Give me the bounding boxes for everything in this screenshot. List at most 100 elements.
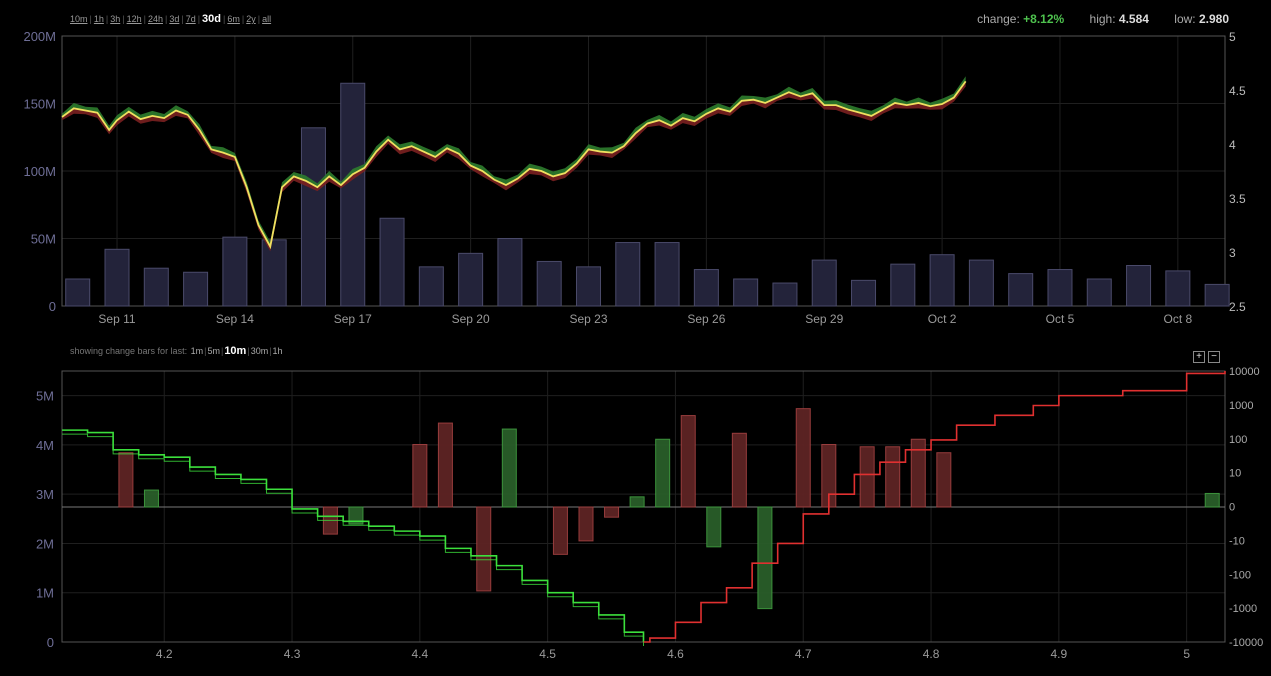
range-option-7d[interactable]: 7d	[185, 14, 196, 24]
change-tick-label: -10	[1229, 535, 1245, 547]
change-window-5m[interactable]: 5m	[207, 346, 220, 356]
change-bar	[629, 496, 645, 508]
change-bar	[118, 452, 134, 508]
volume-bar	[300, 127, 326, 307]
range-option-1h[interactable]: 1h	[93, 14, 104, 24]
change-bar	[437, 422, 453, 508]
change-bar	[476, 506, 492, 592]
date-tick-label: Sep 23	[569, 312, 607, 326]
volume-tick-label: 200M	[23, 29, 56, 44]
change-bar	[501, 428, 517, 508]
range-separator: |	[143, 14, 146, 24]
volume-bar	[143, 267, 169, 307]
range-separator: |	[89, 14, 92, 24]
change-bar	[604, 506, 620, 518]
date-tick-label: Sep 17	[334, 312, 372, 326]
range-separator: |	[122, 14, 125, 24]
depth-tick-label: 0	[47, 635, 54, 650]
change-window-1h[interactable]: 1h	[272, 346, 283, 356]
change-window-30m[interactable]: 30m	[250, 346, 269, 356]
volume-bar	[1126, 265, 1152, 307]
volume-bar	[654, 242, 680, 307]
zoom-in-button[interactable]: +	[1193, 351, 1205, 363]
volume-tick-label: 100M	[23, 164, 56, 179]
change-bar	[936, 452, 952, 508]
volume-bar	[1008, 273, 1034, 307]
price-tick-label: 3	[1229, 246, 1236, 260]
date-tick-label: Sep 11	[98, 312, 135, 326]
depth-separator: |	[269, 346, 272, 356]
volume-bar	[929, 254, 955, 307]
change-window-10m[interactable]: 10m	[224, 345, 247, 357]
zoom-out-button[interactable]: −	[1208, 351, 1220, 363]
depth-separator: |	[204, 346, 207, 356]
price-tick-label: 3.5	[1229, 192, 1246, 206]
range-option-all[interactable]: all	[262, 14, 272, 24]
range-option-3h[interactable]: 3h	[110, 14, 121, 24]
volume-bar	[1204, 283, 1230, 307]
range-option-12h[interactable]: 12h	[126, 14, 142, 24]
change-tick-label: -100	[1229, 569, 1251, 581]
change-bar	[757, 506, 773, 610]
volume-bar	[811, 259, 837, 307]
low-label: low:	[1174, 12, 1196, 26]
range-separator: |	[257, 14, 261, 24]
depth-separator: |	[247, 346, 250, 356]
range-option-6m[interactable]: 6m	[227, 14, 240, 24]
price-band-up	[62, 76, 966, 247]
volume-bar	[772, 282, 798, 307]
range-separator: |	[164, 14, 168, 24]
range-option-3d[interactable]: 3d	[169, 14, 180, 24]
range-option-2y[interactable]: 2y	[246, 14, 256, 24]
volume-bar	[575, 266, 601, 307]
change-tick-label: 10	[1229, 468, 1241, 480]
volume-bar	[65, 278, 91, 307]
date-tick-label: Oct 2	[928, 312, 957, 326]
price-level-tick-label: 4.6	[667, 647, 684, 661]
high-label: high:	[1089, 12, 1116, 26]
change-bar	[578, 506, 594, 542]
range-separator: |	[197, 14, 201, 24]
price-band-down	[62, 81, 966, 252]
change-value: +8.12%	[1023, 12, 1065, 26]
range-option-10m[interactable]: 10m	[70, 14, 88, 24]
high-value: 4.584	[1118, 12, 1149, 26]
change-bar-controls: showing change bars for last: 1m|5m|10m|…	[70, 345, 284, 357]
volume-bar	[890, 263, 916, 307]
range-option-24h[interactable]: 24h	[147, 14, 163, 24]
change-tick-label: 100	[1229, 434, 1247, 446]
range-option-30d[interactable]: 30d	[202, 13, 222, 25]
range-separator: |	[223, 14, 226, 24]
price-level-tick-label: 4.2	[156, 647, 173, 661]
change-bar	[143, 489, 159, 508]
change-bar	[552, 506, 568, 555]
volume-bar	[851, 279, 877, 307]
price-level-tick-label: 4.5	[539, 647, 556, 661]
change-bar	[680, 415, 696, 508]
depth-tick-label: 5M	[36, 389, 54, 404]
bid-depth-line	[62, 429, 645, 642]
volume-bar	[458, 252, 484, 307]
change-tick-label: 0	[1229, 502, 1235, 514]
volume-tick-label: 0	[49, 299, 56, 314]
change-bar	[655, 438, 671, 508]
volume-bar	[1165, 270, 1191, 307]
range-selector: 10m | 1h | 3h | 12h | 24h | 3d | 7d | 30d | 6m | 2y | all	[70, 13, 271, 25]
volume-bar	[379, 217, 405, 307]
volume-bar	[222, 236, 248, 307]
volume-bar	[1047, 269, 1073, 307]
volume-bar	[418, 266, 444, 307]
bid-depth-line-shadow	[62, 433, 644, 646]
date-tick-label: Sep 29	[805, 312, 843, 326]
date-tick-label: Sep 14	[216, 312, 254, 326]
price-level-tick-label: 4.7	[795, 647, 812, 661]
date-tick-label: Sep 26	[687, 312, 725, 326]
volume-bar	[104, 248, 130, 307]
volume-bar	[183, 271, 209, 307]
volume-bar	[536, 260, 562, 307]
top-frame	[61, 35, 1226, 307]
date-tick-label: Sep 20	[452, 312, 490, 326]
price-tick-label: 4.5	[1229, 84, 1246, 98]
change-window-1m[interactable]: 1m	[190, 346, 204, 356]
change-bar	[859, 446, 875, 508]
